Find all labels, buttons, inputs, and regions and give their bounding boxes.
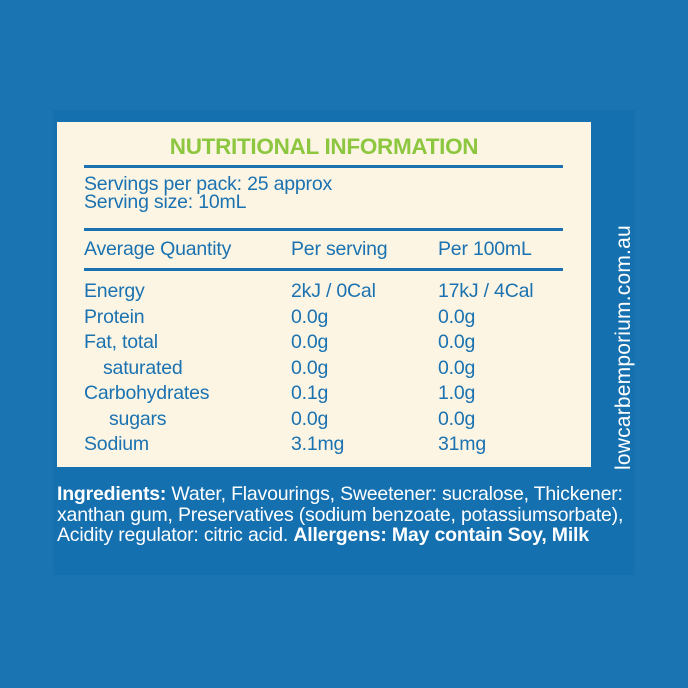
ingredients-block: Ingredients: Water, Flavourings, Sweeten… xyxy=(57,484,647,546)
table-row: Carbohydrates 0.1g 1.0g xyxy=(84,381,564,407)
divider-rule xyxy=(84,228,563,231)
nutrition-panel: NUTRITIONAL INFORMATION Servings per pac… xyxy=(57,122,591,467)
table-row: saturated 0.0g 0.0g xyxy=(84,356,564,382)
divider-rule xyxy=(84,268,563,271)
nutrient-label: saturated xyxy=(103,356,183,379)
nutrient-per-serving: 2kJ / 0Cal xyxy=(291,280,376,302)
nutrient-per-100ml: 0.0g xyxy=(438,305,476,328)
nutrient-per-100ml: 17kJ / 4Cal xyxy=(438,280,534,302)
nutrient-label: Fat, total xyxy=(84,331,158,353)
ingredients-label: Ingredients: xyxy=(57,483,167,505)
nutrition-title: NUTRITIONAL INFORMATION xyxy=(169,134,479,159)
table-row: sugars 0.0g 0.0g xyxy=(84,407,564,433)
nutrient-label: sugars xyxy=(109,407,167,430)
nutrient-label: Energy xyxy=(84,280,145,302)
nutrient-label: Protein xyxy=(84,305,145,328)
header-per-serving: Per serving xyxy=(291,238,388,260)
nutrient-per-serving: 0.0g xyxy=(291,305,329,328)
serving-size: Serving size: 10mL xyxy=(84,191,247,213)
nutrient-per-100ml: 0.0g xyxy=(438,356,476,379)
nutrient-per-100ml: 31mg xyxy=(438,433,486,455)
divider-rule xyxy=(84,165,563,168)
header-per-100ml: Per 100mL xyxy=(438,238,532,260)
table-row: Energy 2kJ / 0Cal 17kJ / 4Cal xyxy=(84,279,564,305)
table-row: Fat, total 0.0g 0.0g xyxy=(84,330,564,356)
website-url-vertical: lowcarbemporium.com.au xyxy=(612,225,635,470)
nutrient-per-serving: 0.0g xyxy=(291,331,329,353)
servings-per-pack: Servings per pack: 25 approx xyxy=(84,173,333,195)
table-row: Protein 0.0g 0.0g xyxy=(84,305,564,331)
nutrient-per-100ml: 0.0g xyxy=(438,331,476,353)
nutrient-per-100ml: 1.0g xyxy=(438,382,476,404)
nutrient-per-100ml: 0.0g xyxy=(438,407,476,430)
nutrient-per-serving: 0.0g xyxy=(291,407,329,430)
ingredients-text: Water, Flavourings, Sweetener: sucralose… xyxy=(57,483,624,546)
table-row: Sodium 3.1mg 31mg xyxy=(84,432,564,458)
table-header: Average Quantity Per serving Per 100mL xyxy=(84,237,564,261)
header-average-quantity: Average Quantity xyxy=(84,238,232,260)
allergens-text: Allergens: May contain Soy, Milk xyxy=(293,524,589,546)
nutrient-per-serving: 0.0g xyxy=(291,356,329,379)
nutrient-per-serving: 0.1g xyxy=(291,382,329,404)
nutrient-per-serving: 3.1mg xyxy=(291,433,345,455)
servings-info: Servings per pack: 25 approx Serving siz… xyxy=(84,173,333,213)
nutrient-label: Carbohydrates xyxy=(84,382,210,404)
nutrient-table: Energy 2kJ / 0Cal 17kJ / 4Cal Protein 0.… xyxy=(84,279,564,458)
nutrient-label: Sodium xyxy=(84,433,149,455)
